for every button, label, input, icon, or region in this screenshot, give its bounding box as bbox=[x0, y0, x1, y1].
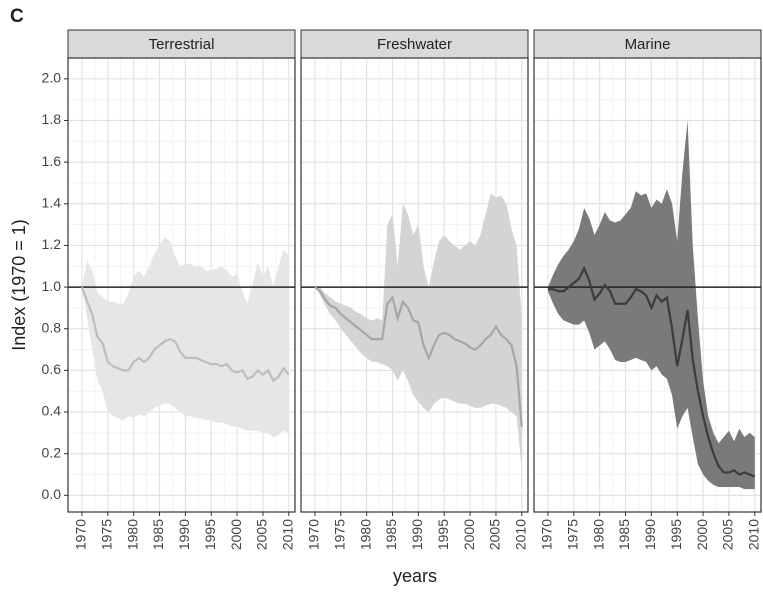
x-tick-label: 1970 bbox=[539, 519, 555, 550]
y-tick-label: 0.0 bbox=[42, 486, 62, 502]
x-tick-label: 1995 bbox=[435, 519, 451, 550]
x-tick-label: 1980 bbox=[590, 519, 606, 550]
panel-label: C bbox=[10, 6, 24, 27]
panel-border bbox=[67, 57, 296, 513]
y-tick-label: 2.0 bbox=[42, 70, 62, 86]
x-tick-label: 2000 bbox=[228, 519, 244, 550]
x-tick-label: 1990 bbox=[642, 519, 658, 550]
facet-strip bbox=[300, 29, 529, 59]
x-tick-label: 1980 bbox=[124, 519, 140, 550]
x-tick-label: 2000 bbox=[461, 519, 477, 550]
y-tick-label: 1.4 bbox=[42, 194, 62, 210]
x-tick-label: 1995 bbox=[202, 519, 218, 550]
y-tick-label: 0.8 bbox=[42, 319, 62, 335]
facet-title: Terrestrial bbox=[149, 36, 215, 53]
y-tick-label: 0.4 bbox=[42, 403, 62, 419]
index-line bbox=[80, 286, 290, 383]
y-tick-label: 1.6 bbox=[42, 153, 62, 169]
confidence-band bbox=[314, 193, 522, 471]
x-tick-label: 1975 bbox=[565, 519, 581, 550]
x-tick-label: 1970 bbox=[73, 519, 89, 550]
confidence-band bbox=[547, 120, 755, 490]
x-tick-label: 1970 bbox=[306, 519, 322, 550]
facet-title: Freshwater bbox=[377, 36, 452, 53]
panel bbox=[301, 58, 528, 512]
facet-title: Marine bbox=[625, 36, 671, 53]
x-tick-label: 1975 bbox=[332, 519, 348, 550]
facet-strip bbox=[67, 29, 296, 59]
y-tick-label: 0.2 bbox=[42, 444, 62, 460]
panel-border bbox=[300, 57, 529, 513]
x-tick-label: 2010 bbox=[279, 519, 295, 550]
x-tick-label: 2005 bbox=[487, 519, 503, 550]
x-tick-label: 1995 bbox=[668, 519, 684, 550]
x-tick-label: 2010 bbox=[745, 519, 761, 550]
panel-border bbox=[533, 57, 762, 513]
y-tick-label: 1.0 bbox=[42, 278, 62, 294]
x-tick-label: 1985 bbox=[383, 519, 399, 550]
y-tick-label: 1.2 bbox=[42, 236, 62, 252]
x-tick-label: 2005 bbox=[254, 519, 270, 550]
facet-strip bbox=[533, 29, 762, 59]
x-tick-label: 2005 bbox=[720, 519, 736, 550]
y-tick-label: 0.6 bbox=[42, 361, 62, 377]
y-axis-label: Index (1970 = 1) bbox=[9, 219, 29, 351]
index-line bbox=[314, 286, 523, 427]
x-tick-label: 1985 bbox=[150, 519, 166, 550]
index-line bbox=[547, 265, 756, 478]
x-tick-label: 2010 bbox=[512, 519, 528, 550]
panel bbox=[68, 58, 295, 512]
x-tick-label: 1985 bbox=[616, 519, 632, 550]
x-tick-label: 1975 bbox=[99, 519, 115, 550]
x-tick-label: 1990 bbox=[409, 519, 425, 550]
x-tick-label: 2000 bbox=[694, 519, 710, 550]
x-tick-label: 1980 bbox=[357, 519, 373, 550]
panel bbox=[534, 58, 761, 512]
x-tick-label: 1990 bbox=[176, 519, 192, 550]
x-axis-label: years bbox=[393, 566, 437, 586]
y-tick-label: 1.8 bbox=[42, 111, 62, 127]
